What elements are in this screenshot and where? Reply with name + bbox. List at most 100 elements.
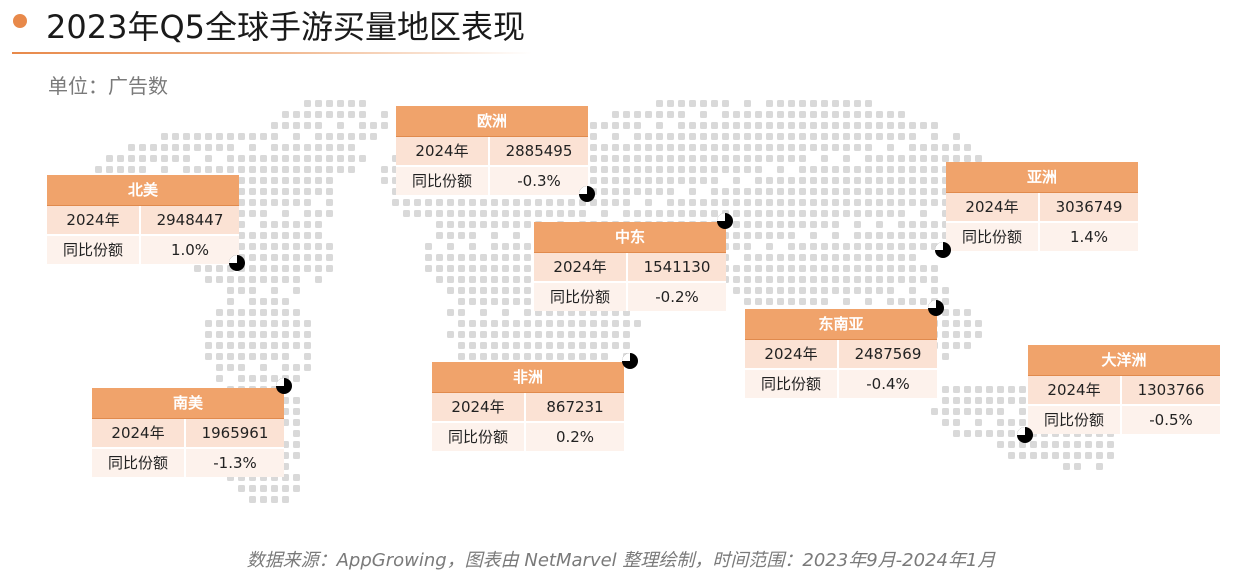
map-dot xyxy=(733,243,740,250)
map-dot xyxy=(524,298,531,305)
map-dot xyxy=(667,210,674,217)
map-dot xyxy=(645,144,652,151)
yoy-label: 同比份额 xyxy=(946,223,1040,251)
map-dot xyxy=(282,331,289,338)
map-dot xyxy=(634,210,641,217)
map-dot xyxy=(733,199,740,206)
map-dot xyxy=(601,122,608,129)
map-dot xyxy=(964,397,971,404)
map-dot xyxy=(491,298,498,305)
map-dot xyxy=(832,144,839,151)
map-dot xyxy=(601,177,608,184)
map-dot xyxy=(260,177,267,184)
map-dot xyxy=(975,320,982,327)
map-dot xyxy=(711,100,718,107)
map-dot xyxy=(524,342,531,349)
map-dot xyxy=(810,287,817,294)
map-dot xyxy=(524,243,531,250)
map-dot xyxy=(271,353,278,360)
map-dot xyxy=(304,166,311,173)
map-dot xyxy=(304,342,311,349)
map-dot xyxy=(348,133,355,140)
map-dot xyxy=(887,243,894,250)
map-dot xyxy=(777,177,784,184)
map-dot xyxy=(612,111,619,118)
map-dot xyxy=(271,287,278,294)
map-dot xyxy=(458,254,465,261)
map-dot xyxy=(667,155,674,162)
map-dot xyxy=(447,199,454,206)
map-dot xyxy=(513,243,520,250)
map-dot xyxy=(227,353,234,360)
map-dot xyxy=(909,122,916,129)
map-dot xyxy=(205,144,212,151)
map-dot xyxy=(238,331,245,338)
map-dot xyxy=(238,309,245,316)
map-dot xyxy=(183,133,190,140)
map-dot xyxy=(733,111,740,118)
map-dot xyxy=(403,199,410,206)
map-dot xyxy=(799,210,806,217)
map-dot xyxy=(711,166,718,173)
map-dot xyxy=(601,155,608,162)
map-dot xyxy=(777,133,784,140)
map-dot xyxy=(271,144,278,151)
map-dot xyxy=(931,155,938,162)
map-dot xyxy=(821,287,828,294)
map-dot xyxy=(601,342,608,349)
map-dot xyxy=(227,298,234,305)
map-dot xyxy=(942,298,949,305)
map-dot xyxy=(854,287,861,294)
map-dot xyxy=(1008,452,1015,459)
map-dot xyxy=(502,309,509,316)
map-dot xyxy=(612,144,619,151)
map-dot xyxy=(502,353,509,360)
map-dot xyxy=(282,177,289,184)
map-dot xyxy=(733,122,740,129)
ad-count: 1303766 xyxy=(1137,381,1205,399)
map-dot xyxy=(898,210,905,217)
map-dot xyxy=(755,276,762,283)
map-dot xyxy=(645,177,652,184)
map-dot xyxy=(150,155,157,162)
map-dot xyxy=(293,309,300,316)
map-dot xyxy=(260,309,267,316)
map-dot xyxy=(304,254,311,261)
map-dot xyxy=(909,166,916,173)
map-dot xyxy=(414,199,421,206)
map-dot xyxy=(832,100,839,107)
map-dot xyxy=(788,133,795,140)
map-dot xyxy=(601,210,608,217)
map-dot xyxy=(469,221,476,228)
map-dot xyxy=(612,122,619,129)
map-dot xyxy=(612,331,619,338)
map-dot xyxy=(480,309,487,316)
map-dot xyxy=(106,155,113,162)
map-dot xyxy=(491,342,498,349)
map-dot xyxy=(359,155,366,162)
map-dot xyxy=(766,122,773,129)
map-dot xyxy=(821,221,828,228)
year-label: 2024年 xyxy=(946,193,1040,221)
map-dot xyxy=(788,298,795,305)
map-dot xyxy=(579,210,586,217)
map-dot xyxy=(249,177,256,184)
map-dot xyxy=(513,276,520,283)
map-dot xyxy=(238,210,245,217)
map-dot xyxy=(469,331,476,338)
map-dot xyxy=(898,199,905,206)
map-dot xyxy=(315,133,322,140)
map-dot xyxy=(315,188,322,195)
map-dot xyxy=(282,243,289,250)
map-dot xyxy=(1030,441,1037,448)
map-dot xyxy=(458,276,465,283)
map-dot xyxy=(953,144,960,151)
map-dot xyxy=(634,111,641,118)
map-dot xyxy=(469,254,476,261)
map-dot xyxy=(326,166,333,173)
map-dot xyxy=(436,232,443,239)
map-dot xyxy=(975,430,982,437)
map-dot xyxy=(249,265,256,272)
map-dot xyxy=(260,188,267,195)
map-dot xyxy=(755,221,762,228)
